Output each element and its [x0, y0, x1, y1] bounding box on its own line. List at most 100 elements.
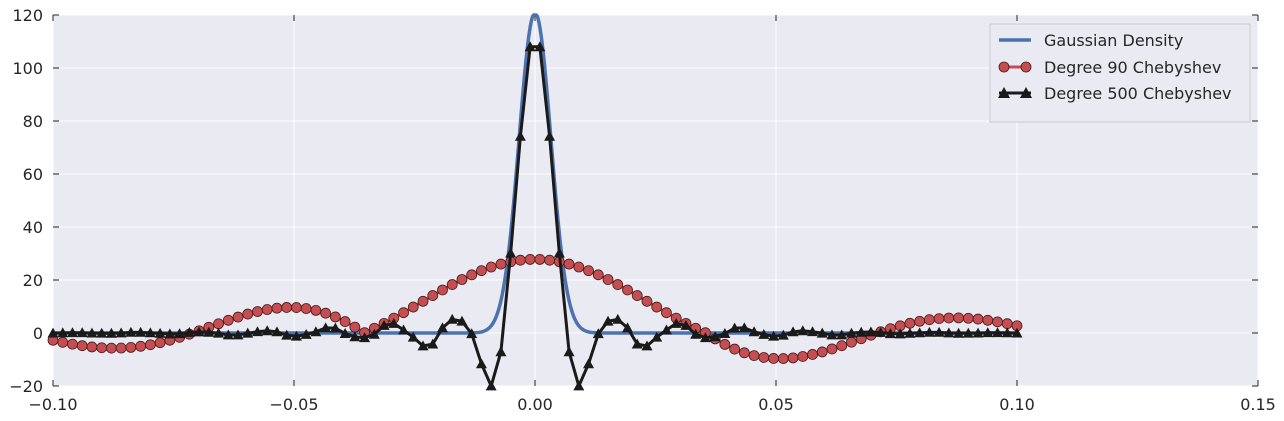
degree-500-point — [427, 338, 439, 349]
legend-box — [989, 23, 1251, 123]
degree-500-point — [777, 329, 789, 340]
legend: Gaussian Density Degree 90 Chebyshev Degre… — [989, 23, 1251, 123]
degree-500-point — [914, 327, 926, 338]
degree-500-point — [884, 328, 896, 339]
degree-90-point — [242, 308, 254, 320]
degree-90-point — [661, 307, 672, 319]
degree-90-point — [923, 314, 935, 326]
degree-90-point — [962, 312, 974, 324]
degree-90-point — [807, 349, 818, 360]
degree-90-point — [904, 317, 916, 329]
degree-90-point — [106, 342, 117, 354]
degree-90-point — [261, 304, 273, 315]
y-tick-label: 60 — [23, 165, 43, 184]
degree-90-point — [544, 254, 556, 266]
degree-500-point — [826, 329, 838, 340]
degree-90-point — [651, 301, 663, 313]
degree-90-point — [748, 350, 760, 362]
degree-500-point — [894, 328, 906, 339]
degree-500-point — [592, 328, 604, 339]
degree-500-point — [144, 327, 156, 338]
degree-90-point — [398, 307, 409, 319]
degree-500-point — [57, 327, 69, 338]
degree-90-point — [96, 342, 108, 354]
degree-500-point — [807, 326, 819, 337]
legend-label: Degree 500 Chebyshev — [1044, 84, 1232, 103]
degree-500-point — [923, 326, 935, 337]
degree-500-point — [368, 328, 380, 339]
degree-500-point — [729, 322, 741, 333]
degree-90-point — [622, 284, 633, 296]
degree-90-point — [514, 254, 526, 266]
degree-500-point — [982, 327, 994, 338]
y-tick-label: −20 — [9, 377, 43, 396]
degree-90-point — [914, 315, 926, 327]
degree-90-point — [213, 318, 224, 330]
degree-500-point — [47, 327, 59, 338]
degree-500-point — [183, 326, 195, 337]
series-degree-500-line — [52, 45, 1018, 391]
degree-500-point — [992, 327, 1004, 338]
degree-500-point — [544, 130, 556, 141]
y-tick-label: 80 — [23, 112, 43, 131]
degree-500-point — [943, 327, 955, 338]
legend-label: Degree 90 Chebyshev — [1044, 58, 1221, 77]
degree-500-point — [86, 327, 98, 338]
degree-500-point — [407, 331, 419, 342]
degree-500-point — [953, 327, 965, 338]
degree-500-point — [1011, 327, 1023, 338]
degree-90-point — [476, 265, 487, 277]
degree-500-point — [213, 327, 225, 338]
y-tick-label: 20 — [23, 271, 43, 290]
degree-90-point — [86, 341, 98, 353]
degree-500-point — [105, 327, 117, 338]
degree-90-point — [485, 261, 497, 273]
y-tick-label: 100 — [12, 59, 43, 78]
degree-90-point — [300, 303, 312, 314]
degree-500-point — [962, 327, 974, 338]
degree-90-point — [573, 261, 585, 273]
degree-500-point — [719, 328, 731, 338]
degree-500-point — [310, 326, 322, 337]
degree-90-point — [67, 338, 78, 350]
degree-500-point — [485, 380, 497, 391]
degree-500-point — [641, 340, 653, 351]
degree-500-point — [534, 41, 546, 52]
degree-90-point — [427, 290, 439, 301]
degree-500-point — [602, 315, 614, 326]
degree-90-point — [76, 340, 88, 352]
degree-90-point — [953, 312, 964, 324]
degree-500-point — [261, 325, 273, 336]
degree-90-point — [631, 290, 643, 301]
degree-500-point — [768, 330, 780, 341]
degree-90-point — [777, 353, 789, 364]
degree-500-point — [456, 315, 468, 326]
x-tick-label: 0.10 — [999, 395, 1035, 414]
x-tick-label: −0.05 — [269, 395, 318, 414]
degree-90-point — [417, 295, 429, 307]
degree-90-point — [232, 311, 244, 323]
degree-90-point — [768, 353, 779, 364]
degree-500-point — [242, 327, 254, 338]
degree-500-point — [290, 330, 302, 341]
degree-500-point — [251, 326, 263, 337]
degree-500-point — [1001, 327, 1013, 338]
degree-500-point — [670, 317, 682, 328]
degree-500-point — [845, 327, 857, 338]
degree-500-point — [495, 346, 507, 357]
degree-90-point — [144, 339, 156, 351]
degree-90-point — [339, 316, 351, 327]
degree-90-point — [719, 339, 731, 350]
legend-marker-triangle — [998, 87, 1010, 98]
degree-500-point — [193, 326, 205, 337]
degree-500-point — [359, 332, 371, 343]
degree-500-point — [748, 326, 760, 337]
degree-90-point — [534, 254, 546, 265]
degree-500-point — [738, 322, 750, 333]
degree-90-point — [563, 258, 575, 270]
degree-500-point — [466, 328, 478, 339]
degree-90-point — [349, 321, 361, 333]
degree-90-point — [972, 313, 984, 325]
degree-500-point — [203, 326, 215, 337]
degree-90-point — [583, 265, 594, 277]
